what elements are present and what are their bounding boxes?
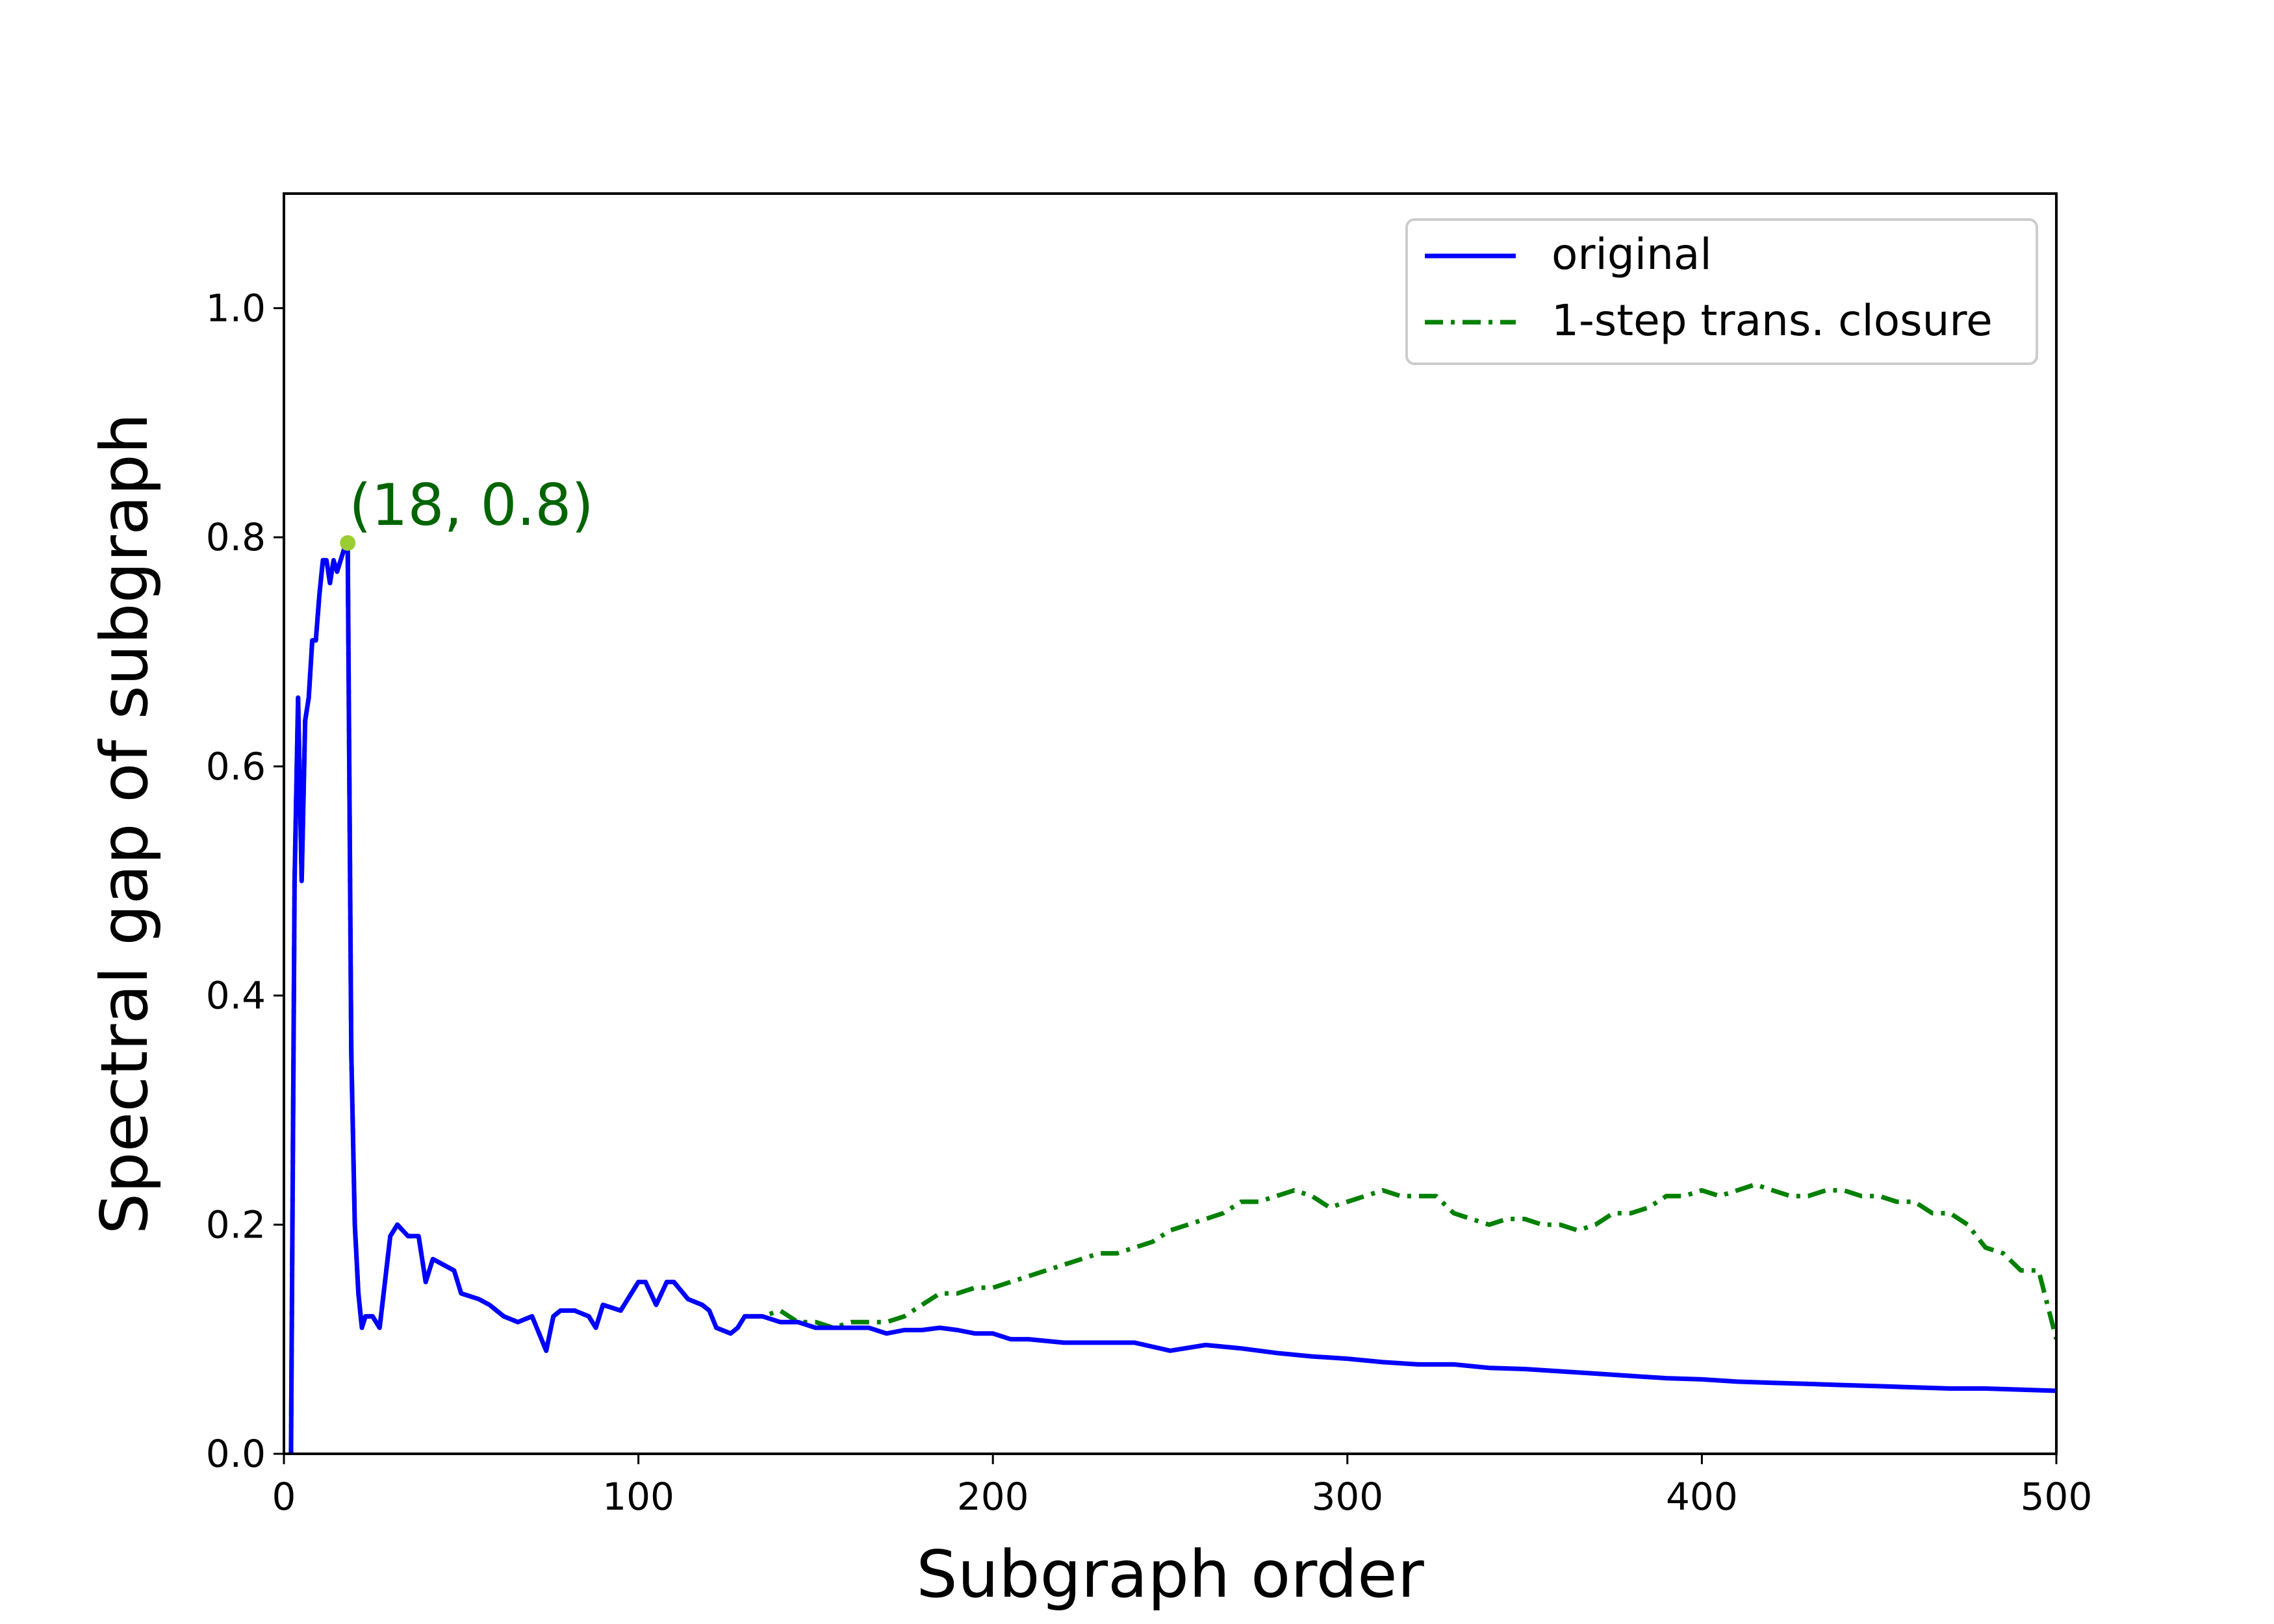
x-tick-label: 500 (2021, 1475, 2093, 1519)
axis-ticks: 0 100 200 300 400 500 0.0 0.2 0.4 0.6 0.8 1.0 (206, 286, 2093, 1519)
y-tick-label: 0.2 (206, 1202, 266, 1247)
y-tick-label: 0.8 (206, 515, 266, 559)
x-tick-label: 200 (957, 1475, 1029, 1519)
legend: original 1-step trans. closure (1405, 218, 2038, 365)
x-tick-label: 100 (602, 1475, 674, 1519)
legend-label-transitive-closure: 1-step trans. closure (1552, 296, 1993, 346)
legend-label-original: original (1552, 229, 1712, 279)
series-layer (288, 546, 2056, 1454)
peak-marker (340, 535, 356, 551)
x-tick-label: 300 (1311, 1475, 1383, 1519)
peak-annotation-label: (18, 0.8) (349, 472, 594, 539)
y-tick-label: 0.6 (206, 744, 266, 789)
x-axis-label: Subgraph order (916, 1536, 1424, 1612)
y-tick-label: 0.4 (206, 974, 266, 1018)
y-axis-label: Spectral gap of subgraph (86, 413, 162, 1235)
x-tick-label: 400 (1666, 1475, 1738, 1519)
plot-frame (283, 192, 2058, 1455)
y-tick-label: 0.0 (206, 1432, 266, 1476)
legend-box (1405, 218, 2038, 365)
series-line-original (288, 546, 2056, 1454)
annotations: (18, 0.8) (340, 472, 594, 551)
x-tick-label: 0 (272, 1475, 296, 1519)
y-tick-label: 1.0 (206, 286, 266, 330)
